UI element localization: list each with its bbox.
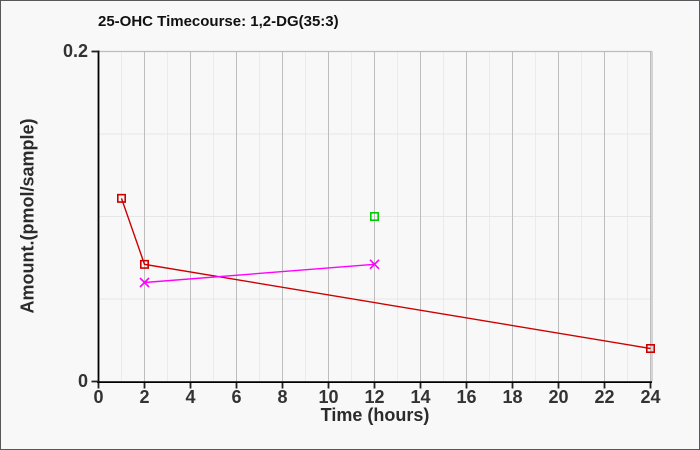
x-tick-label: 20 bbox=[548, 387, 568, 407]
y-tick-label: 0 bbox=[78, 371, 88, 391]
chart-title: 25-OHC Timecourse: 1,2-DG(35:3) bbox=[98, 13, 339, 30]
red-timecourse-marker bbox=[140, 259, 150, 269]
red-timecourse-marker bbox=[645, 343, 655, 353]
x-tick-label: 2 bbox=[139, 387, 149, 407]
magenta-timecourse-line bbox=[144, 263, 375, 284]
red-timecourse-marker bbox=[117, 193, 127, 203]
x-axis-title: Time (hours) bbox=[320, 405, 430, 425]
x-tick-label: 22 bbox=[594, 387, 614, 407]
x-tick-label: 6 bbox=[231, 387, 241, 407]
x-tick-label: 10 bbox=[318, 387, 338, 407]
y-tick-label: 0.2 bbox=[63, 41, 88, 61]
x-tick-label: 8 bbox=[277, 387, 287, 407]
x-tick-label: 18 bbox=[502, 387, 522, 407]
x-tick-label: 24 bbox=[640, 387, 660, 407]
x-tick-label: 14 bbox=[410, 387, 430, 407]
magenta-timecourse-marker bbox=[369, 259, 380, 270]
green-single-point-marker bbox=[369, 212, 379, 222]
x-tick-label: 0 bbox=[93, 387, 103, 407]
magenta-timecourse-marker bbox=[139, 277, 150, 288]
x-tick-label: 16 bbox=[456, 387, 476, 407]
red-timecourse-line bbox=[120, 198, 651, 350]
x-tick-label: 4 bbox=[185, 387, 195, 407]
x-tick-label: 12 bbox=[364, 387, 384, 407]
